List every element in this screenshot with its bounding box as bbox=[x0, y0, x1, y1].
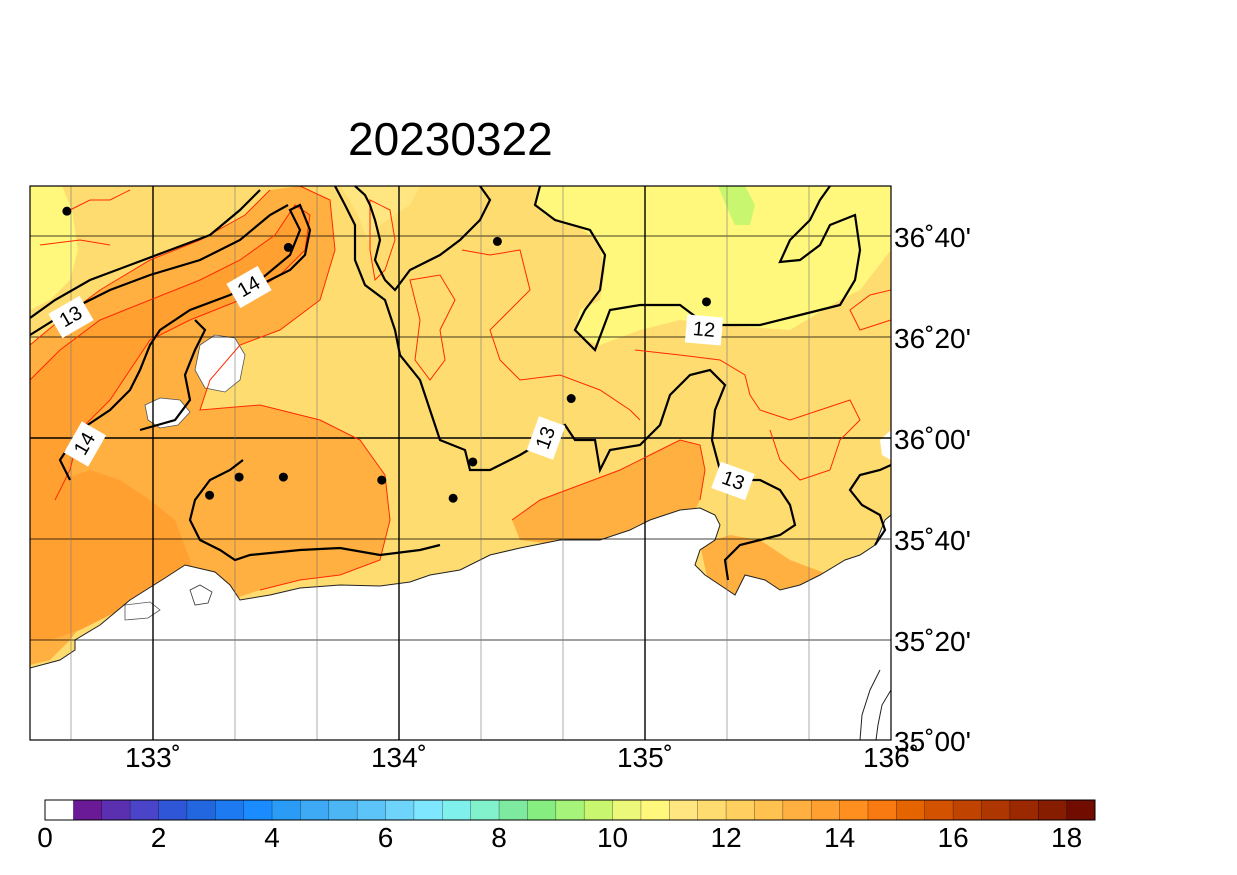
lon-tick-label: 135˚ bbox=[617, 742, 673, 773]
colorbar-swatch bbox=[612, 800, 642, 820]
station-dot bbox=[492, 236, 502, 246]
fine-graticule bbox=[70, 186, 810, 740]
station-dot bbox=[205, 490, 215, 500]
station-markers bbox=[62, 206, 711, 503]
contour-label: 13 bbox=[711, 461, 755, 501]
colorbar-frame bbox=[44, 799, 1096, 821]
colorbar-swatch bbox=[584, 800, 613, 820]
station-dot bbox=[448, 493, 458, 503]
land-south bbox=[30, 508, 891, 740]
colorbar-swatch bbox=[527, 800, 557, 820]
colorbar-swatch bbox=[499, 800, 528, 820]
station-dot bbox=[468, 457, 478, 467]
colorbar-tick-label: 12 bbox=[711, 822, 742, 853]
colorbar-swatch bbox=[1038, 800, 1067, 820]
colorbar-swatch bbox=[726, 800, 755, 820]
lon-axis: 133˚ 134˚ 135˚ 136˚ bbox=[125, 742, 919, 773]
colorbar-swatch bbox=[953, 800, 982, 820]
colorbar-swatch bbox=[101, 800, 131, 820]
map-title: 20230322 bbox=[348, 113, 553, 165]
station-dot bbox=[283, 242, 293, 252]
colorbar-swatch bbox=[413, 800, 443, 820]
field-12-top bbox=[340, 186, 420, 240]
colorbar-swatch bbox=[442, 800, 471, 820]
colorbar-swatch bbox=[924, 800, 954, 820]
colorbar-tick-label: 10 bbox=[597, 822, 628, 853]
colorbar-swatch bbox=[697, 800, 727, 820]
colorbar-swatch bbox=[45, 800, 74, 820]
colorbar-labels: 0 2 4 6 8 10 12 14 16 18 bbox=[37, 822, 1082, 853]
colorbar-tick-label: 4 bbox=[264, 822, 280, 853]
colorbar-swatch bbox=[328, 800, 358, 820]
colorbar-swatch bbox=[1066, 800, 1096, 820]
colorbar-swatch bbox=[385, 800, 415, 820]
lat-tick-label: 35˚40' bbox=[894, 525, 971, 556]
island-dogo bbox=[194, 334, 246, 393]
lon-tick-label: 136˚ bbox=[863, 742, 919, 773]
colorbar-swatch bbox=[981, 800, 1011, 820]
lon-tick-label: 133˚ bbox=[125, 742, 181, 773]
colorbar-swatch bbox=[357, 800, 386, 820]
station-dot bbox=[377, 475, 387, 485]
colorbar-tick-label: 2 bbox=[151, 822, 167, 853]
colorbar-swatch bbox=[215, 800, 244, 820]
lake-shinji bbox=[189, 584, 213, 606]
lat-tick-label: 35˚20' bbox=[894, 626, 971, 657]
station-dot bbox=[62, 206, 72, 216]
colorbar-swatch bbox=[782, 800, 812, 820]
contour-label-group: 13 14 14 12 13 13 bbox=[48, 265, 755, 501]
colorbar-swatch bbox=[811, 800, 840, 820]
colorbar-swatch bbox=[73, 800, 103, 820]
island-dozen bbox=[144, 397, 191, 429]
contour-label: 13 bbox=[48, 295, 94, 339]
colorbar-swatch bbox=[555, 800, 585, 820]
map-area bbox=[30, 186, 891, 740]
colorbar-tick-label: 6 bbox=[378, 822, 394, 853]
map-frame bbox=[29, 185, 892, 741]
field-11-12-west bbox=[30, 186, 78, 310]
contour-label: 14 bbox=[226, 265, 272, 309]
colorbar bbox=[44, 799, 1096, 821]
colorbar-swatch bbox=[186, 800, 216, 820]
station-dot bbox=[278, 472, 288, 482]
coastline-lake-biwa bbox=[859, 669, 891, 740]
coastline bbox=[30, 507, 891, 669]
colorbar-swatch bbox=[754, 800, 784, 820]
colorbar-swatch bbox=[867, 800, 897, 820]
contour-label: 14 bbox=[63, 421, 107, 467]
colorbar-tick-label: 16 bbox=[938, 822, 969, 853]
lon-tick-label: 134˚ bbox=[371, 742, 427, 773]
colorbar-swatch bbox=[1009, 800, 1039, 820]
colorbar-swatch bbox=[130, 800, 159, 820]
colorbar-swatch bbox=[669, 800, 699, 820]
lat-tick-label: 35˚00' bbox=[894, 726, 971, 757]
contour-label: 13 bbox=[526, 416, 566, 460]
colorbar-swatch bbox=[839, 800, 869, 820]
lat-tick-label: 36˚00' bbox=[894, 424, 971, 455]
contour-label: 12 bbox=[684, 314, 724, 346]
colorbar-swatch bbox=[300, 800, 330, 820]
colorbar-tick-label: 14 bbox=[824, 822, 855, 853]
colorbar-swatch bbox=[896, 800, 926, 820]
lat-tick-label: 36˚40' bbox=[894, 222, 971, 253]
field-11-12-east bbox=[535, 186, 891, 345]
island-small bbox=[124, 601, 161, 621]
colorbar-swatch bbox=[243, 800, 273, 820]
lat-axis: 36˚40' 36˚20' 36˚00' 35˚40' 35˚20' 35˚00… bbox=[894, 222, 971, 757]
lat-tick-label: 36˚20' bbox=[894, 323, 971, 354]
colorbar-tick-label: 18 bbox=[1051, 822, 1082, 853]
colorbar-swatch bbox=[640, 800, 670, 820]
svg-text:12: 12 bbox=[692, 318, 716, 342]
colorbar-swatch bbox=[272, 800, 301, 820]
colorbar-swatch bbox=[470, 800, 500, 820]
station-dot bbox=[234, 472, 244, 482]
station-dot bbox=[702, 297, 711, 307]
colorbar-tick-label: 0 bbox=[37, 822, 53, 853]
colorbar-swatch bbox=[158, 800, 188, 820]
graticule bbox=[30, 186, 891, 740]
station-dot bbox=[566, 394, 576, 404]
colorbar-tick-label: 8 bbox=[491, 822, 507, 853]
